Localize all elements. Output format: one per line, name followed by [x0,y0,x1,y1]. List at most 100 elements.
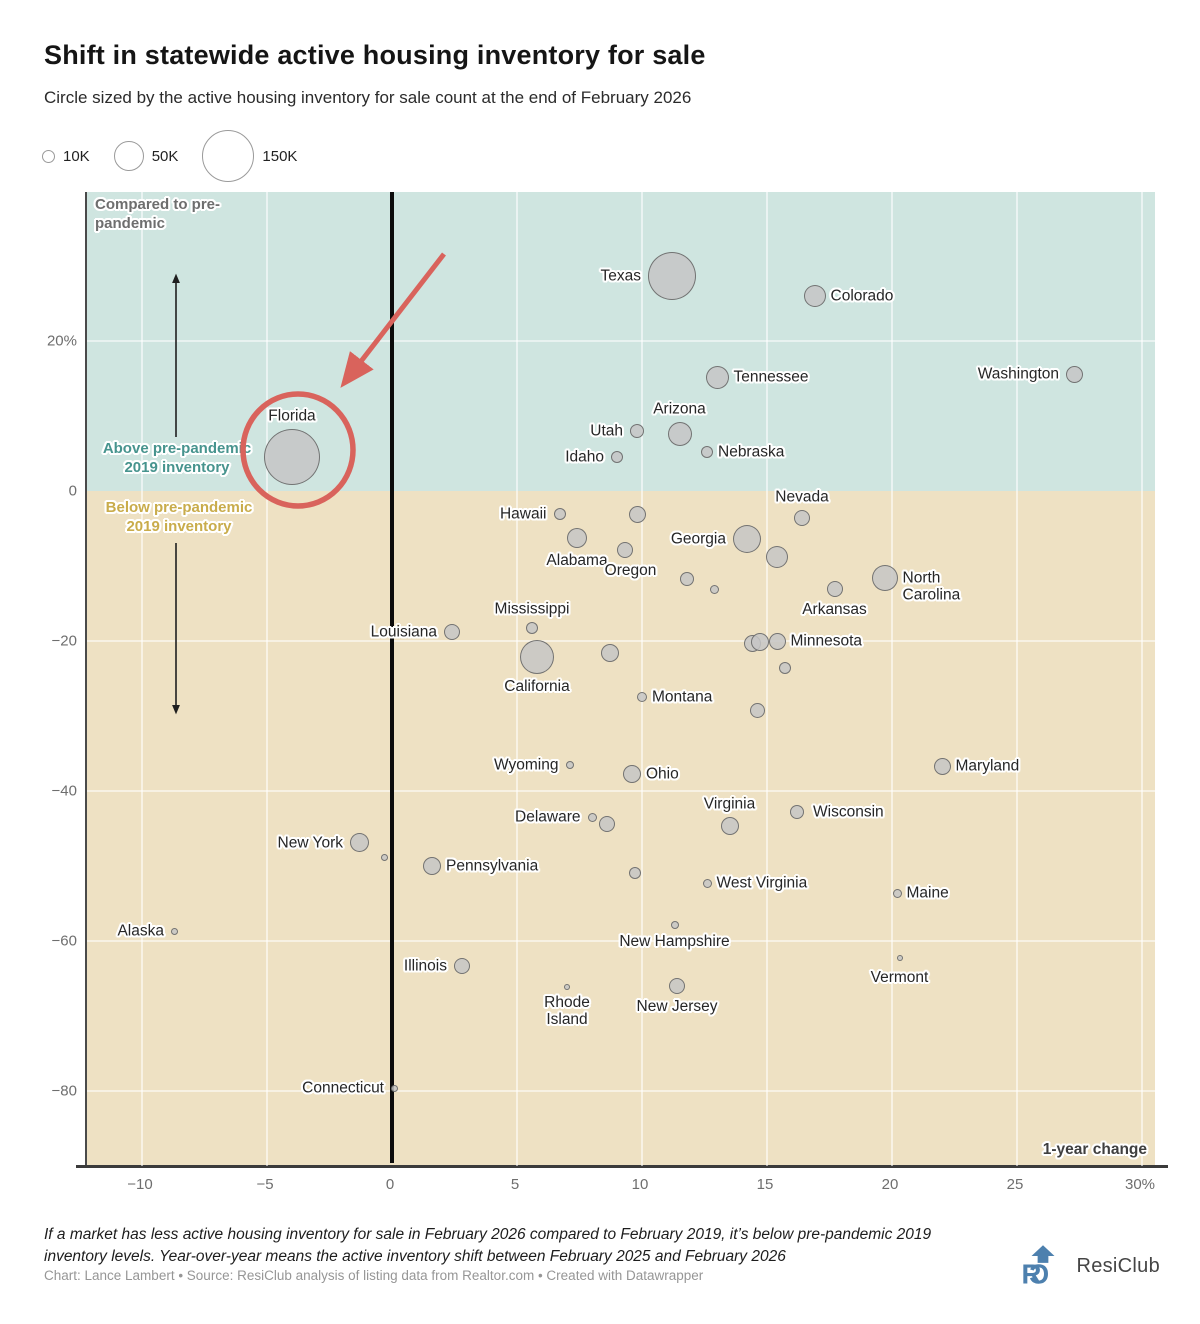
bubble-illinois[interactable] [454,957,470,974]
bubble-mississippi[interactable] [526,622,538,635]
legend-circle-150k [202,130,255,182]
bubble-alabama[interactable] [567,528,587,549]
bubble-hawaii[interactable] [553,508,566,521]
bubble-new-york[interactable] [350,833,369,853]
svg-text:C: C [1030,1259,1050,1289]
size-legend: 10K 50K 150K [42,128,297,184]
bubble-nebraska[interactable] [701,446,713,458]
bubble-wisconsin[interactable] [790,805,804,819]
bubble-unlabeled[interactable] [750,632,769,651]
x-tick: 0 [385,1176,395,1193]
state-label-georgia: Georgia [670,530,726,548]
state-label-minnesota: Minnesota [790,632,863,650]
y-tick: −60 [51,932,77,950]
state-label-delaware: Delaware [515,808,581,826]
state-label-north-carolina: North Carolina [902,569,961,604]
resiclub-brand: R C ResiClub [1020,1243,1160,1289]
footnote: If a market has less active housing inve… [44,1226,932,1265]
bubble-louisiana[interactable] [444,624,460,640]
y-tick: −40 [51,782,77,800]
x-tick: 25 [1006,1176,1024,1193]
bubble-unlabeled[interactable] [600,644,619,662]
bubble-idaho[interactable] [611,451,623,464]
state-label-vermont: Vermont [870,969,929,987]
bubble-alaska[interactable] [171,927,178,935]
y-tick: −20 [51,632,77,650]
y-tick: 0 [68,482,77,500]
state-label-west-virginia: West Virginia [716,874,808,892]
state-label-wyoming: Wyoming [494,756,559,774]
bubble-vermont[interactable] [896,955,903,962]
bubble-minnesota[interactable] [768,632,786,650]
bubble-maryland[interactable] [933,757,951,775]
legend-circle-10k [42,149,55,163]
bubble-colorado[interactable] [803,285,826,307]
bubble-unlabeled[interactable] [680,571,694,586]
bubble-california[interactable] [520,639,554,674]
bubble-unlabeled[interactable] [381,853,388,861]
bubble-connecticut[interactable] [391,1084,398,1092]
state-label-pennsylvania: Pennsylvania [446,857,539,875]
state-label-arizona: Arizona [653,400,706,418]
byline: Chart: Lance Lambert • Source: ResiClub … [44,1268,704,1283]
state-label-oregon: Oregon [604,562,657,580]
bubble-texas[interactable] [648,251,696,300]
x-tick: 30% [1124,1176,1156,1193]
state-label-connecticut: Connecticut [302,1079,384,1097]
bubble-unlabeled[interactable] [710,584,719,594]
below-prepandemic-label: Below pre-pandemic 2019 inventory [105,499,253,535]
bubble-maine[interactable] [892,888,902,898]
above-prepandemic-label: Above pre-pandemic 2019 inventory [102,440,252,476]
bubble-delaware[interactable] [587,812,597,822]
bubble-oregon[interactable] [616,542,633,559]
state-label-new-york: New York [277,834,343,852]
state-label-alabama: Alabama [546,552,608,570]
bubble-wyoming[interactable] [565,760,574,769]
plot-area: Compared to pre- pandemic Above pre-pand… [85,192,1157,1166]
y-tick: −80 [51,1082,77,1100]
bubble-new-jersey[interactable] [669,978,685,994]
bubble-new-hampshire[interactable] [670,921,679,930]
bubble-unlabeled[interactable] [599,816,615,832]
state-label-maine: Maine [906,884,949,902]
bubble-arizona[interactable] [667,422,692,446]
bubble-ohio[interactable] [623,764,641,783]
state-label-utah: Utah [590,422,623,440]
state-label-idaho: Idaho [565,448,604,466]
bubble-unlabeled[interactable] [749,702,765,718]
bubble-unlabeled[interactable] [628,866,641,879]
state-label-texas: Texas [600,267,642,285]
bubble-unlabeled[interactable] [628,505,646,523]
legend-label-50k: 50K [151,147,179,165]
bubble-washington[interactable] [1066,365,1083,383]
below-prepandemic-region [87,491,1155,1166]
resiclub-logo-icon: R C [1022,1245,1055,1289]
bubble-utah[interactable] [630,424,644,438]
bubble-nevada[interactable] [794,510,810,526]
bubble-rhode-island[interactable] [564,983,570,990]
bubble-arkansas[interactable] [826,581,843,598]
legend-item-150k: 150K [202,130,297,182]
x-axis-line [76,1165,1168,1168]
bubble-west-virginia[interactable] [702,878,712,888]
bubble-florida[interactable] [264,429,320,486]
page-title: Shift in statewide active housing invent… [44,40,706,70]
bubble-pennsylvania[interactable] [423,857,441,875]
y-tick: 20% [46,332,77,350]
state-label-mississippi: Mississippi [494,600,570,618]
legend-circle-50k [113,141,144,171]
bubble-unlabeled[interactable] [766,546,788,568]
x-tick: 10 [631,1176,649,1193]
brand-name: ResiClub [1076,1254,1160,1277]
bubble-virginia[interactable] [720,817,739,836]
x-tick: 5 [510,1176,520,1193]
state-label-virginia: Virginia [703,795,756,813]
bubble-north-carolina[interactable] [871,565,898,591]
state-label-alaska: Alaska [117,922,164,940]
x-tick: −10 [127,1176,153,1193]
bubble-georgia[interactable] [733,525,761,553]
state-label-nevada: Nevada [775,488,829,506]
bubble-tennessee[interactable] [705,365,729,389]
state-label-ohio: Ohio [646,765,679,783]
bubble-unlabeled[interactable] [778,662,791,674]
